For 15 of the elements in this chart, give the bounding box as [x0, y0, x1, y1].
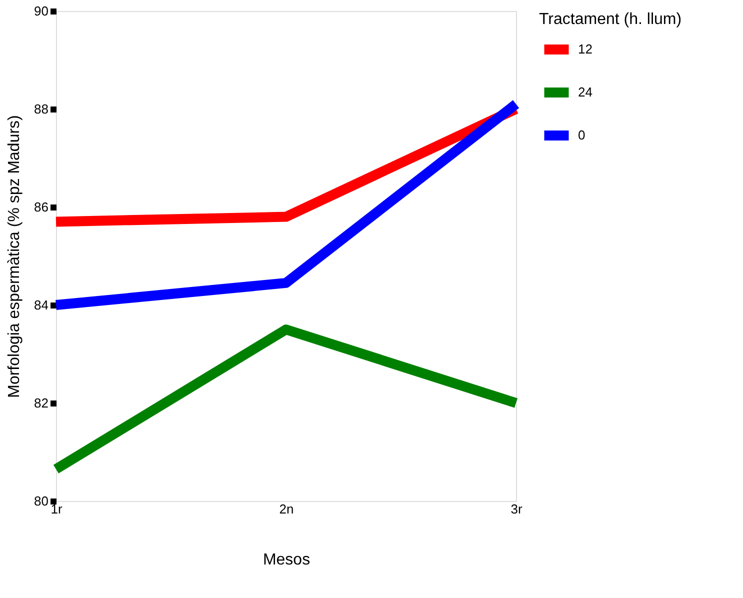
y-tick-label: 90: [34, 4, 48, 18]
y-tick-label: 88: [34, 102, 48, 116]
legend-label: 12: [578, 42, 592, 56]
y-tick-label: 80: [34, 494, 48, 508]
x-axis-title: Mesos: [262, 552, 310, 568]
y-tick-label: 82: [34, 396, 48, 410]
y-tick-label: 84: [34, 298, 48, 312]
x-tick-label: 2n: [279, 502, 294, 516]
legend-label: 24: [578, 84, 592, 100]
legend-title: Tractament (h. llum): [539, 11, 682, 28]
y-axis-title: Morfologia espermàtica (% spz Madurs): [6, 115, 24, 398]
x-tick-label: 3r: [510, 502, 523, 516]
y-tick-label: 86: [34, 200, 48, 214]
legend-label: 0: [578, 128, 586, 142]
x-tick-label: 1r: [50, 502, 63, 516]
